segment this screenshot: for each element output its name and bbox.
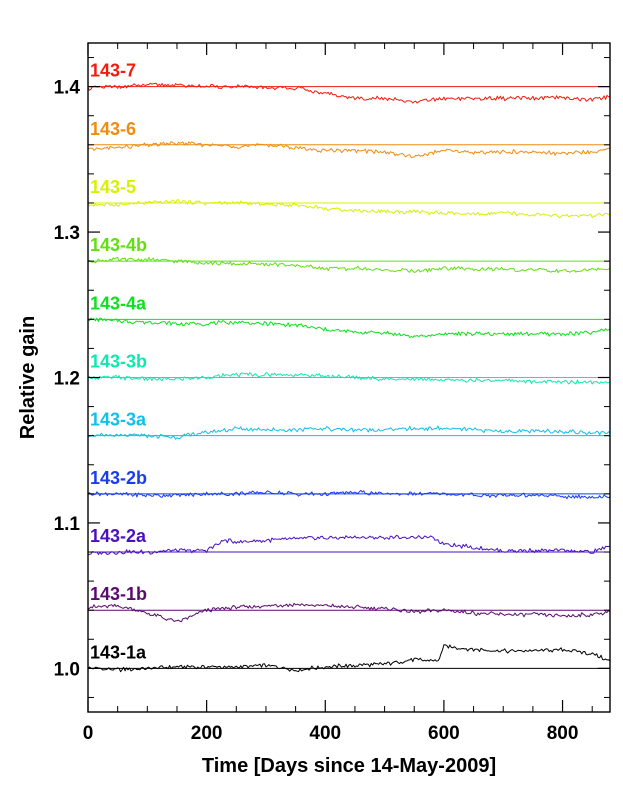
- x-tick-label: 800: [547, 723, 579, 744]
- x-tick-label: 200: [191, 723, 223, 744]
- series-143-1a-label: 143-1a: [90, 642, 147, 662]
- series-143-4a-line: [87, 317, 611, 339]
- y-tick-label: 1.4: [54, 78, 81, 99]
- x-tick-label: 0: [83, 723, 94, 744]
- series-143-3b-line: [87, 372, 611, 385]
- y-tick-label: 1.2: [54, 369, 80, 390]
- series-143-3a-label: 143-3a: [90, 410, 147, 430]
- series-143-7-label: 143-7: [90, 61, 136, 81]
- series-143-4a-label: 143-4a: [90, 293, 147, 313]
- series-143-2b-label: 143-2b: [90, 468, 147, 488]
- series-143-7-line: [87, 82, 611, 104]
- series-143-2a-line: [87, 534, 611, 556]
- series-143-6-line: [87, 141, 611, 159]
- x-tick-label: 600: [428, 723, 460, 744]
- series-143-4b-label: 143-4b: [90, 235, 147, 255]
- series-143-3b-label: 143-3b: [90, 352, 147, 372]
- ticks-layer: 0 200 400 600 800 1.0 1.1 1.2 1.3 1.4: [54, 43, 610, 744]
- y-tick-label: 1.3: [54, 223, 80, 244]
- y-tick-label: 1.0: [54, 659, 80, 680]
- series-143-1a-line: [87, 644, 611, 673]
- x-tick-label: 400: [309, 723, 341, 744]
- series-143-1b-line: [87, 602, 611, 623]
- y-axis-title: Relative gain: [17, 316, 39, 439]
- series-143-2a-label: 143-2a: [90, 526, 147, 546]
- x-axis-title: Time [Days since 14-May-2009]: [202, 755, 496, 777]
- series-143-3a-line: [87, 425, 611, 440]
- series-143-5-label: 143-5: [90, 177, 136, 197]
- series-143-4b-line: [87, 256, 611, 274]
- series-143-1b-label: 143-1b: [90, 584, 147, 604]
- series-143-2b-line: [87, 489, 611, 500]
- series-143-6-label: 143-6: [90, 119, 136, 139]
- series-143-5-line: [87, 199, 611, 219]
- y-tick-label: 1.1: [54, 514, 81, 535]
- series-layer: 143-1a 143-1b 143-2a 143-2b 143-3a 143-3b 143-…: [87, 61, 611, 673]
